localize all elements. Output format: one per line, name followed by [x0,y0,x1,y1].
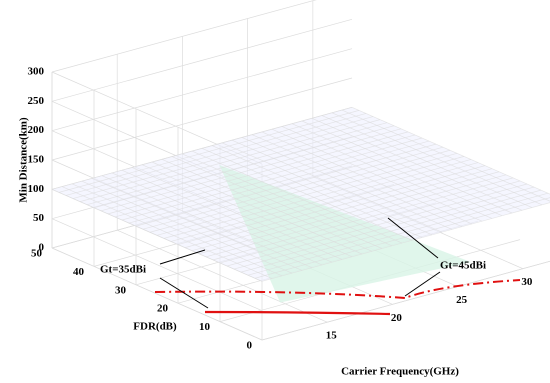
mesh-line [311,117,523,211]
grid-line [51,77,353,161]
mesh-line [341,109,550,202]
annotation: Gt=45dBi [440,260,486,272]
arrow [159,277,209,309]
mesh-line [321,115,533,208]
arrow [387,217,439,259]
arrow [404,271,441,297]
mesh-line [58,110,360,193]
mesh-line [51,106,353,190]
y-axis-label: FDR(dB) [133,321,177,333]
x-tick-label: 25 [456,294,468,306]
y-tick-label: 40 [73,266,85,278]
y-tick-label: 0 [247,340,253,352]
z-tick-label: 50 [33,212,45,224]
z-axis-label: Min Distance(km) [18,117,30,203]
grid-line [117,229,328,323]
x-tick-label: 15 [326,330,338,342]
curve-35 [204,310,391,316]
annotation: Gt=35dBi [100,264,146,276]
z-tick-label: 0 [39,242,45,254]
z-tick-label: 300 [28,66,45,78]
z-tick-label: 200 [28,124,45,136]
surface [52,107,550,282]
y-tick-label: 20 [157,303,169,315]
mesh-line [65,113,367,196]
x-axis [261,260,550,341]
x-axis-label: Carrier Frequency(GHz) [341,366,459,378]
z-tick-label: 150 [28,154,45,166]
y-tick-label: 10 [199,321,211,333]
grid-line [51,0,317,73]
mesh-line [72,116,374,199]
mesh-line [86,122,388,206]
x-tick-label: 20 [391,312,403,324]
z-tick-label: 250 [28,95,45,107]
z-tick-label: 100 [28,183,45,195]
y-tick-label: 50 [31,248,43,260]
curve-45 [154,279,521,300]
curves [154,217,521,316]
y-axis [51,247,263,341]
mesh-line [351,107,550,195]
grid-line [51,48,353,132]
grid-line [51,218,263,311]
mesh-line [79,119,381,202]
y-tick-label: 30 [115,284,127,296]
mesh-line [331,112,543,206]
grid-line [51,18,353,102]
arrow [159,249,206,265]
x-tick-label: 30 [521,276,533,288]
